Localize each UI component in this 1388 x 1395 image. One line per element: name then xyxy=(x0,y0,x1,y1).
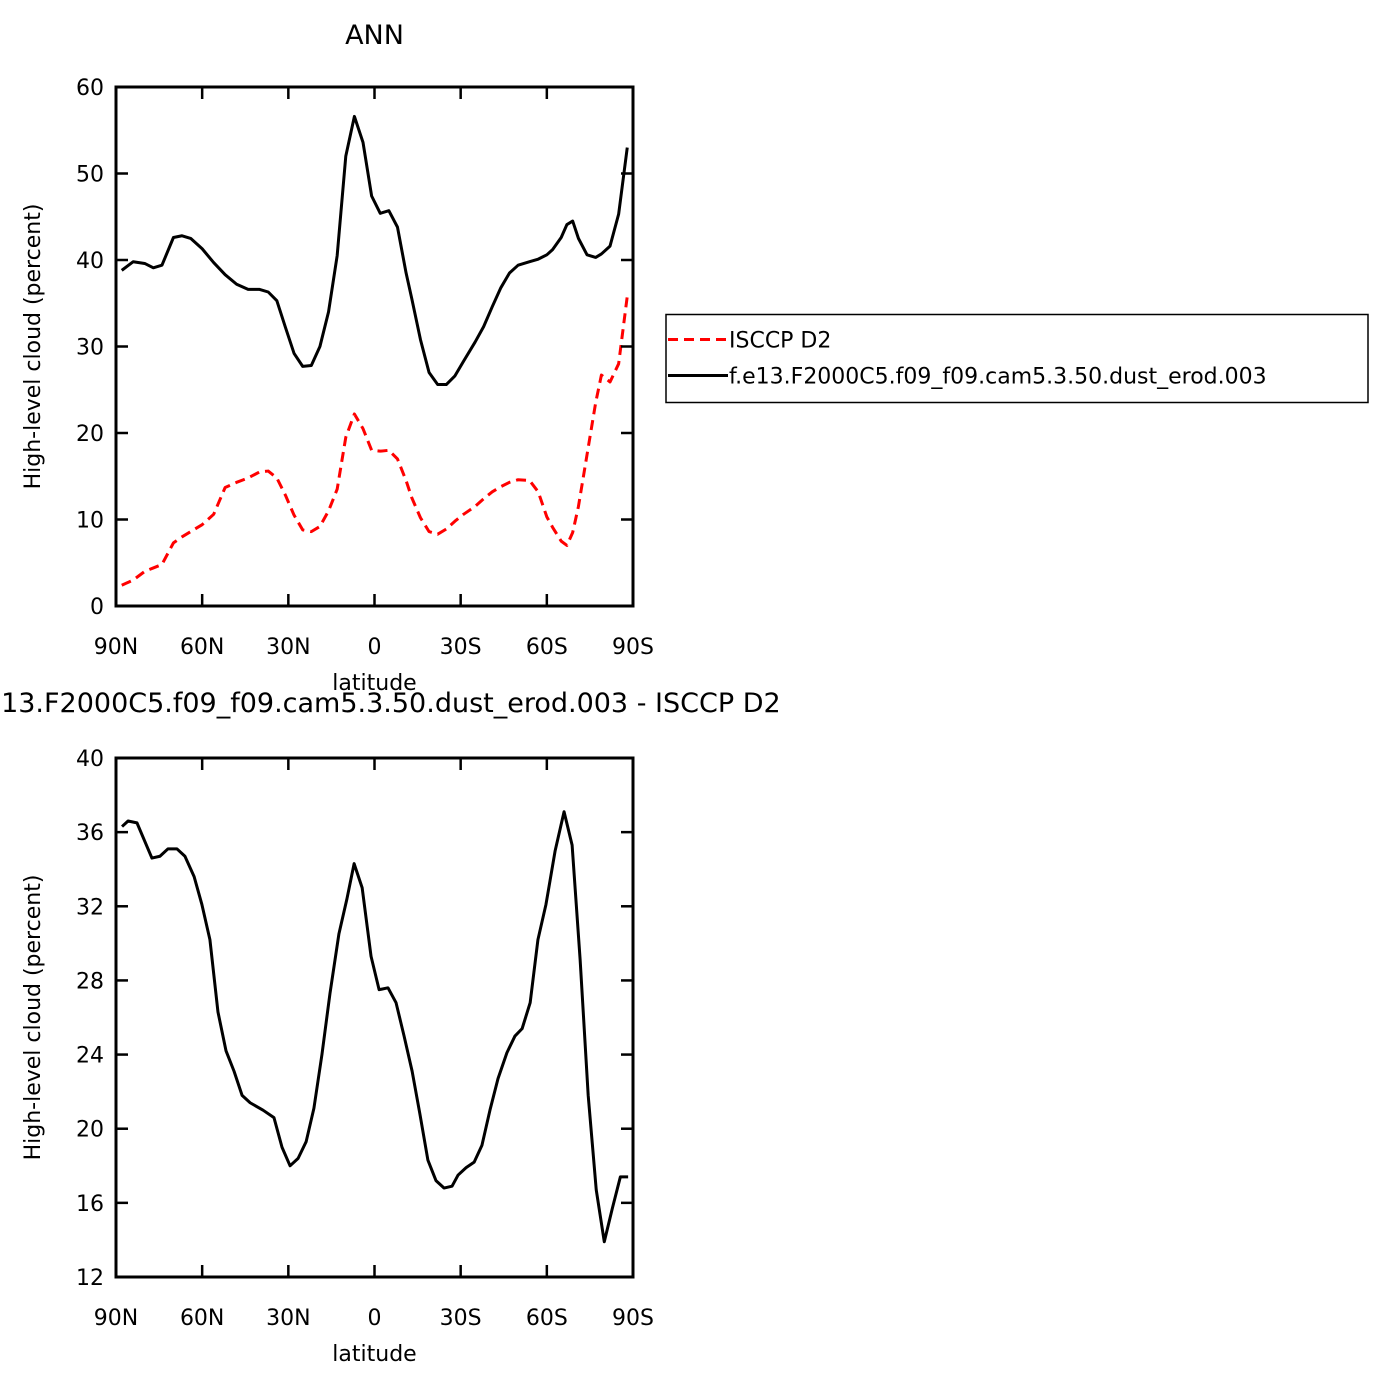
y-tick-label: 50 xyxy=(76,163,104,188)
x-tick-label: 30N xyxy=(266,1306,310,1331)
x-tick-label: 0 xyxy=(368,1306,382,1331)
x-tick-label: 90S xyxy=(612,635,654,660)
y-tick-label: 20 xyxy=(76,422,104,447)
y-tick-label: 16 xyxy=(76,1192,104,1217)
legend-label: f.e13.F2000C5.f09_f09.cam5.3.50.dust_ero… xyxy=(729,365,1267,390)
chart-title: f.e13.F2000C5.f09_f09.cam5.3.50.dust_ero… xyxy=(0,688,781,719)
legend-label: ISCCP D2 xyxy=(729,329,831,354)
plot-frame xyxy=(114,756,635,1279)
legend-box xyxy=(665,313,1369,404)
y-tick-label: 60 xyxy=(76,76,104,101)
x-tick-label: 30S xyxy=(440,635,482,660)
x-tick-label: 90N xyxy=(94,1306,138,1331)
y-tick-label: 40 xyxy=(76,747,104,772)
y-tick-label: 36 xyxy=(76,821,104,846)
x-tick-label: 30N xyxy=(266,635,310,660)
x-axis-label: latitude xyxy=(332,1342,416,1367)
x-tick-label: 30S xyxy=(440,1306,482,1331)
plot-frame xyxy=(114,85,635,608)
y-tick-label: 28 xyxy=(76,969,104,994)
y-tick-label: 10 xyxy=(76,509,104,534)
legend: ISCCP D2 f.e13.F2000C5.f09_f09.cam5.3.50.… xyxy=(665,313,1369,404)
x-tick-label: 90S xyxy=(612,1306,654,1331)
x-tick-label: 0 xyxy=(368,635,382,660)
x-tick-label: 60N xyxy=(180,1306,224,1331)
series-line xyxy=(121,810,629,1244)
y-tick-label: 40 xyxy=(76,249,104,274)
y-tick-label: 12 xyxy=(76,1266,104,1291)
x-tick-label: 60N xyxy=(180,635,224,660)
y-tick-label: 20 xyxy=(76,1118,104,1143)
y-tick-label: 24 xyxy=(76,1044,104,1069)
x-tick-label: 90N xyxy=(94,635,138,660)
y-tick-label: 30 xyxy=(76,336,104,361)
x-axis-label: latitude xyxy=(332,671,416,696)
x-tick-label: 60S xyxy=(526,635,568,660)
y-tick-label: 0 xyxy=(90,595,104,620)
y-tick-label: 32 xyxy=(76,895,104,920)
y-axis-label: High-level cloud (percent) xyxy=(21,875,46,1161)
series-line xyxy=(121,296,629,587)
chart-title: ANN xyxy=(345,20,404,51)
x-tick-label: 60S xyxy=(526,1306,568,1331)
y-axis-label: High-level cloud (percent) xyxy=(21,204,46,490)
series-line xyxy=(120,114,629,387)
